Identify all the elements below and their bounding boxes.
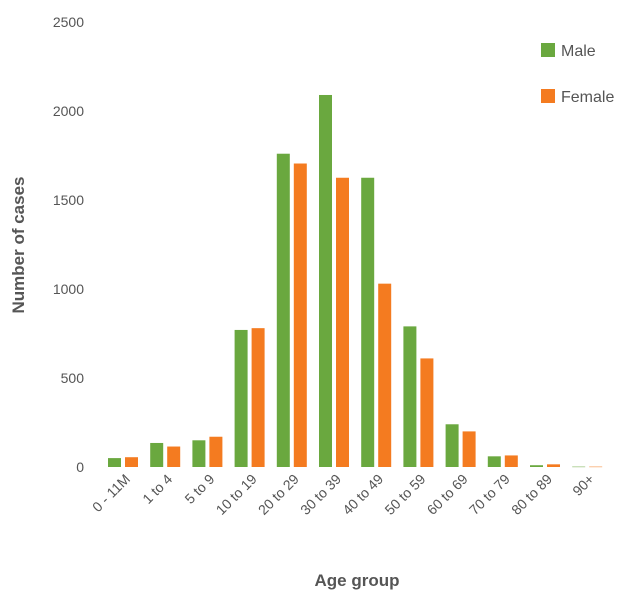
bar-female	[125, 457, 138, 467]
bar-male	[361, 177, 375, 467]
bar-female	[209, 436, 223, 467]
x-tick-label: 90+	[569, 471, 597, 499]
legend: Male Female	[541, 43, 614, 106]
x-tick-label: 30 to 39	[297, 471, 344, 518]
y-tick-label: 1000	[53, 281, 84, 297]
bar-male	[403, 326, 417, 467]
legend-label-male: Male	[561, 43, 596, 60]
x-tick-label: 70 to 79	[466, 471, 513, 518]
bar-male	[572, 466, 586, 468]
legend-swatch-female	[541, 89, 555, 103]
bar-male	[234, 329, 248, 467]
legend-swatch-male	[541, 43, 555, 57]
bar-male	[487, 456, 501, 467]
bar-female	[420, 358, 434, 467]
x-tick-label: 5 to 9	[181, 471, 217, 507]
bar-male	[192, 440, 206, 467]
bar-male	[108, 458, 121, 467]
y-axis-title: Number of cases	[9, 177, 28, 314]
bar-female	[251, 328, 265, 467]
y-tick-label: 500	[61, 370, 85, 386]
bar-female	[336, 177, 349, 467]
legend-label-female: Female	[561, 89, 614, 106]
x-tick-label: 1 to 4	[139, 471, 175, 507]
y-tick-label: 2500	[53, 14, 84, 30]
y-tick-label: 0	[76, 459, 84, 475]
x-tick-label: 80 to 89	[508, 471, 555, 518]
x-tick-label: 10 to 19	[213, 471, 260, 518]
x-tick-label: 60 to 69	[424, 471, 471, 518]
bar-female	[167, 446, 181, 467]
x-tick-label: 40 to 49	[339, 471, 386, 518]
bar-female	[378, 283, 392, 467]
y-tick-label: 2000	[53, 103, 84, 119]
bar-female	[293, 163, 307, 467]
bar-male	[276, 153, 290, 467]
x-axis-title: Age group	[315, 571, 400, 590]
bar-male	[445, 424, 459, 467]
bar-female	[462, 431, 476, 467]
bar-female	[504, 455, 518, 467]
bars	[108, 94, 603, 468]
bar-female	[547, 464, 560, 467]
y-axis-ticks: 0 500 1000 1500 2000 2500	[53, 14, 84, 475]
x-tick-label: 0 - 11M	[89, 471, 133, 515]
bar-male	[530, 465, 543, 467]
bar-male	[150, 442, 164, 467]
bar-male	[319, 94, 332, 467]
bar-female	[589, 466, 603, 468]
x-tick-label: 50 to 59	[381, 471, 428, 518]
y-tick-label: 1500	[53, 192, 84, 208]
x-tick-label: 20 to 29	[255, 471, 302, 518]
